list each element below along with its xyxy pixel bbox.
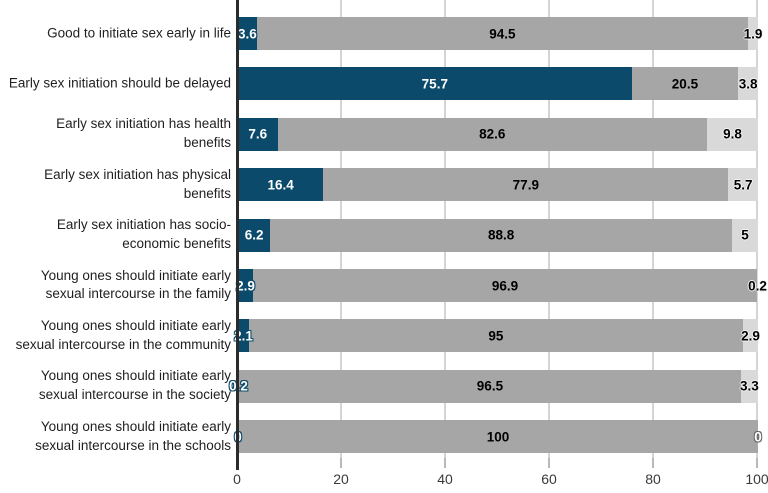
bar-row: Young ones should initiate early sexual … [0, 368, 768, 403]
category-label: Young ones should initiate early sexual … [15, 318, 231, 352]
bar-value-label: 5.7 [733, 177, 753, 193]
x-axis-tickmark [652, 458, 654, 468]
category-label: Early sex initiation has health benefits [56, 116, 231, 151]
light-gray-segment [742, 319, 758, 353]
bar-value-label: 2.1 [234, 328, 253, 344]
category-label: Early sex initiation has socio- economic… [56, 217, 231, 252]
bar-row: Young ones should initiate early sexual … [0, 418, 768, 454]
bar-value-label: 7.6 [248, 126, 268, 142]
bar-value-label: 9.8 [723, 126, 742, 142]
bar-track: 2.1 95 2.9 [234, 319, 760, 353]
bar-value-label: 96.9 [491, 278, 519, 293]
x-axis-tick-label: 0 [233, 471, 241, 487]
bar-value-label: 20.5 [671, 76, 699, 92]
category-label: Early sex initiation should be delayed [8, 75, 231, 91]
category-label: Good to initiate sex early in life [47, 25, 231, 41]
light-gray-segment [732, 218, 758, 252]
y-axis-line [236, 0, 239, 458]
bar-value-label: 5 [741, 227, 749, 243]
bar-row: Early sex initiation should be delayed 7… [0, 67, 768, 101]
light-gray-segment [748, 17, 758, 50]
x-axis-tickmark [444, 458, 446, 468]
bar-row: Early sex initiation has physical benefi… [0, 166, 768, 202]
light-gray-segment [707, 117, 758, 151]
bar-track: 16.4 77.9 5.7 [238, 168, 758, 202]
bar-track: 7.6 82.6 9.8 [238, 117, 758, 151]
light-gray-segment [728, 168, 758, 202]
gray-segment [248, 319, 743, 353]
light-gray-segment [756, 269, 758, 302]
bar-value-label: 0 [754, 429, 762, 445]
bar-value-label: 3.6 [237, 26, 257, 41]
light-gray-segment [738, 67, 758, 101]
x-axis-tick-label: 40 [437, 471, 453, 487]
light-gray-segment [740, 369, 758, 403]
x-axis-tick-label: 20 [333, 471, 349, 487]
bar-track: 75.7 20.5 3.8 [238, 67, 758, 101]
category-label: Young ones should initiate early sexual … [35, 418, 231, 453]
bar-value-label: 94.5 [489, 26, 516, 41]
bar-value-label: 77.9 [512, 177, 539, 193]
dark-blue-segment [238, 168, 324, 202]
dark-blue-segment [238, 369, 240, 403]
bar-row: Good to initiate sex early in life 3.6 94… [0, 17, 768, 50]
gray-segment [239, 369, 741, 403]
gray-segment [270, 218, 732, 252]
bar-value-label: 16.4 [267, 177, 294, 193]
bar-value-label: 2.9 [236, 278, 255, 293]
bar-value-label: 96.5 [476, 378, 504, 394]
bar-value-label: 3.3 [740, 378, 759, 394]
x-axis-tick-label: 60 [541, 471, 557, 487]
bar-value-label: 82.6 [479, 126, 506, 142]
dark-blue-segment [238, 17, 257, 50]
gray-segment [277, 117, 708, 151]
gray-segment [631, 67, 739, 101]
gray-segment [238, 420, 758, 454]
category-label: Early sex initiation has physical benefi… [44, 166, 231, 201]
bar-row: Early sex initiation has health benefits… [0, 116, 768, 151]
bar-value-label: 6.2 [244, 227, 264, 243]
bar-row: Young ones should initiate early sexual … [0, 267, 768, 302]
bar-track: 2.9 96.9 0.2 [236, 269, 767, 302]
x-axis-tickmark [340, 458, 342, 468]
bar-value-label: 88.8 [487, 227, 515, 243]
dark-blue-segment [238, 269, 254, 302]
gray-segment [323, 168, 729, 202]
x-axis-tick-label: 80 [645, 471, 661, 487]
bar-value-label: 0.2 [748, 278, 767, 293]
category-label: Young ones should initiate early sexual … [38, 368, 231, 403]
dark-blue-segment [238, 117, 278, 151]
bar-value-label: 95 [488, 328, 504, 344]
bar-track: 0.2 96.5 3.3 [229, 369, 759, 403]
dark-blue-segment [238, 218, 271, 252]
bar-track: 01000 [234, 420, 762, 454]
dark-blue-segment [238, 67, 632, 101]
bar-value-label: 3.8 [738, 76, 758, 92]
bar-value-label: 1.9 [743, 26, 763, 41]
dark-blue-segment [238, 319, 249, 353]
bar-row: Young ones should initiate early sexual … [0, 318, 768, 353]
gray-segment [256, 17, 749, 50]
bar-value-label: 2.9 [741, 328, 760, 344]
bar-value-label: 100 [486, 429, 510, 445]
bar-track: 6.2 88.8 5 [238, 218, 758, 252]
category-label: Young ones should initiate early sexual … [40, 267, 231, 302]
x-axis-tick-label: 100 [745, 471, 768, 487]
bar-track: 3.6 94.5 1.9 [237, 17, 762, 50]
x-axis-tickmark [236, 458, 239, 470]
x-axis-tickmark [756, 458, 758, 468]
bar-value-label: 0.2 [229, 378, 248, 394]
bar-value-label: 75.7 [421, 76, 448, 92]
gray-segment [253, 269, 757, 302]
bar-row: Early sex initiation has socio- economic… [0, 217, 768, 252]
x-axis-tickmark [548, 458, 550, 468]
